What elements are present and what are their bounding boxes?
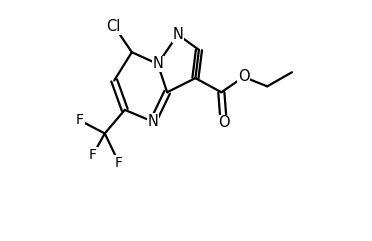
Text: F: F [76,114,84,127]
Text: F: F [115,156,123,170]
Text: N: N [148,114,158,129]
Text: N: N [172,27,183,42]
Text: N: N [152,56,163,72]
Text: O: O [238,69,250,84]
Text: F: F [89,148,97,162]
Text: Cl: Cl [106,19,120,34]
Text: O: O [218,115,230,130]
